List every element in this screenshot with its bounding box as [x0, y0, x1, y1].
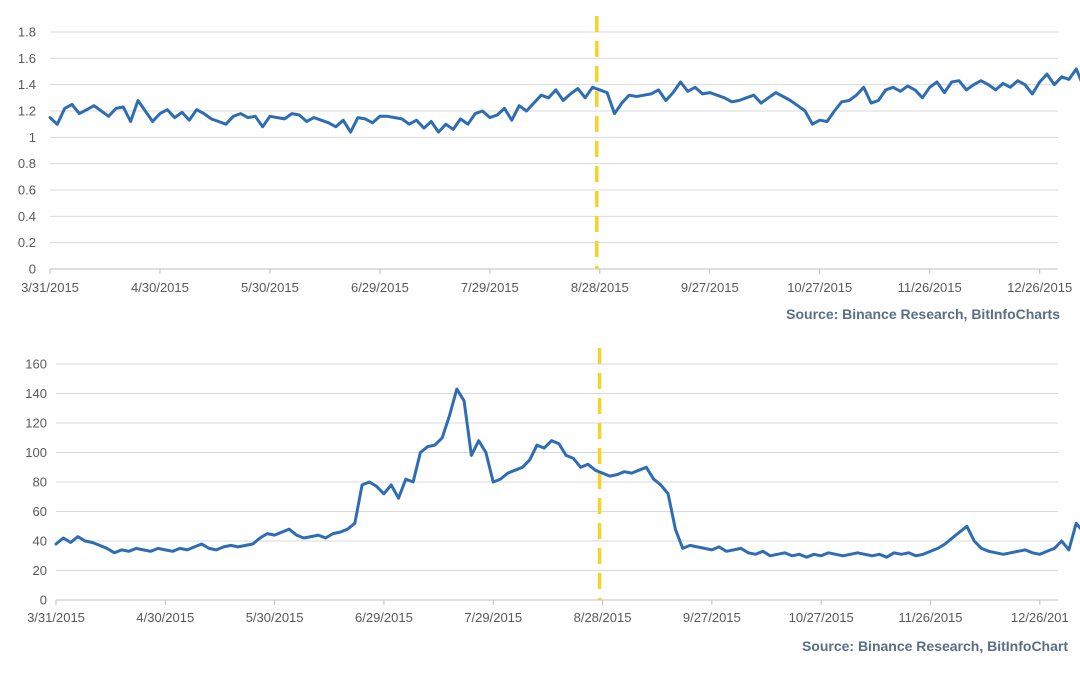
chart2-y-tick-label: 80 [33, 475, 47, 490]
chart1-y-axis: 0 0.2 0.4 0.6 0.8 1 1.2 1.4 1.6 1.8 [18, 25, 36, 277]
chart1-x-tick-label: 5/30/2015 [241, 280, 299, 295]
chart1-source-note: Source: Binance Research, BitInfoCharts [786, 306, 1060, 322]
chart1-x-tick-label: 6/29/2015 [351, 280, 409, 295]
chart1-gridlines [50, 31, 1058, 270]
chart2-x-tick-label: 11/26/2015 [898, 610, 962, 625]
chart1-x-tick-label: 9/27/2015 [681, 280, 739, 295]
chart2-x-tick-label: 10/27/2015 [789, 610, 854, 625]
chart2-series-line [54, 387, 1080, 559]
chart1-x-tick-label: 11/26/2015 [898, 280, 962, 295]
chart1-y-tick-label: 1 [29, 130, 36, 145]
chart2-y-tick-label: 100 [25, 445, 47, 460]
chart2-y-tick-label: 160 [25, 357, 47, 372]
chart1-x-tick-label: 4/30/2015 [131, 280, 189, 295]
chart1-x-tick-label: 12/26/2015 [1007, 280, 1072, 295]
chart2-y-tick-label: 20 [33, 563, 47, 578]
chart1-y-tick-label: 0.2 [18, 235, 36, 250]
chart2-x-tick-label: 3/31/2015 [27, 610, 85, 625]
chart1-y-tick-label: 1.2 [18, 104, 36, 119]
chart1-x-tick-label: 10/27/2015 [787, 280, 852, 295]
chart-top-ratio: 0 0.2 0.4 0.6 0.8 1 1.2 1.4 1.6 1.8 3/31/2015 4/30… [18, 16, 1080, 295]
chart-bottom-values: 0 20 40 60 80 100 120 140 160 3/31/2015 4/30/2015… [25, 348, 1080, 625]
chart2-y-tick-label: 0 [40, 593, 47, 608]
chart1-x-axis: 3/31/2015 4/30/2015 5/30/2015 6/29/2015 7/29… [21, 269, 1072, 295]
chart2-x-axis: 3/31/2015 4/30/2015 5/30/2015 6/29/2015 7/29… [27, 600, 1069, 625]
chart1-x-tick-label: 7/29/2015 [461, 280, 519, 295]
chart1-y-tick-label: 0.6 [18, 183, 36, 198]
chart2-gridlines [56, 363, 1058, 601]
chart2-y-tick-label: 40 [33, 534, 47, 549]
chart2-y-tick-label: 120 [25, 416, 47, 431]
chart2-x-tick-label: 8/28/2015 [574, 610, 632, 625]
chart1-series-line [48, 67, 1080, 134]
chart2-x-tick-label: 6/29/2015 [355, 610, 413, 625]
chart1-x-tick-label: 8/28/2015 [571, 280, 629, 295]
chart1-y-tick-label: 0 [29, 262, 36, 277]
chart1-y-tick-label: 1.8 [18, 25, 36, 40]
chart2-y-axis: 0 20 40 60 80 100 120 140 160 [25, 357, 47, 608]
chart1-y-tick-label: 0.4 [18, 209, 36, 224]
chart2-x-tick-label: 12/26/201 [1011, 610, 1069, 625]
chart2-source-note: Source: Binance Research, BitInfoChart [801, 638, 1068, 654]
chart1-y-tick-label: 1.4 [18, 77, 36, 92]
chart2-x-tick-label: 4/30/2015 [136, 610, 194, 625]
chart2-x-tick-label: 5/30/2015 [246, 610, 304, 625]
chart1-y-tick-label: 0.8 [18, 156, 36, 171]
chart2-y-tick-label: 60 [33, 504, 47, 519]
chart2-y-tick-label: 140 [25, 386, 47, 401]
chart1-y-tick-label: 1.6 [18, 51, 36, 66]
chart1-x-tick-label: 3/31/2015 [21, 280, 79, 295]
chart2-x-tick-label: 9/27/2015 [683, 610, 741, 625]
chart2-x-tick-label: 7/29/2015 [464, 610, 522, 625]
